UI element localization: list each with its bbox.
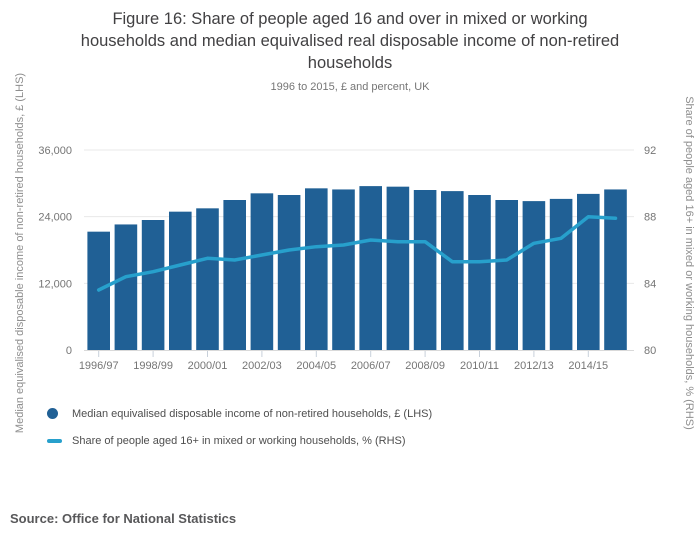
left-tick-label: 24,000 (38, 212, 72, 224)
chart-canvas: 1996/97 1998/99 2000/01 2002/03 2004/05 2006/… (38, 145, 656, 372)
income-bar-2012-13[interactable] (522, 201, 546, 350)
x-tick-label: 2002/03 (242, 360, 282, 372)
right-tick-label: 84 (644, 278, 656, 290)
legend-label-income: Median equivalised disposable income of … (72, 407, 433, 420)
chart-legend: Median equivalised disposable income of … (47, 400, 432, 454)
share-line-icon (47, 438, 62, 443)
x-tick-label: 2004/05 (296, 360, 336, 372)
income-bar-2000-01[interactable] (196, 208, 219, 350)
left-tick-label: 12,000 (38, 278, 72, 290)
figure-title-line2: households and median equivalised real d… (80, 32, 620, 50)
x-tick-label: 1996/97 (79, 360, 119, 372)
income-bar-2002-03[interactable] (250, 193, 274, 350)
income-bar-2011-12[interactable] (495, 200, 518, 350)
income-bar-2009-10[interactable] (441, 191, 464, 350)
income-bar-2004-05[interactable] (305, 188, 328, 350)
figure-title-line1: Figure 16: Share of people aged 16 and o… (112, 10, 588, 28)
share-line[interactable] (96, 214, 618, 292)
x-tick-label: 2006/07 (351, 360, 391, 372)
right-tick-label: 88 (644, 212, 656, 224)
income-bar-2005-06[interactable] (332, 189, 355, 350)
income-bar-2006-07[interactable] (359, 186, 382, 350)
legend-label-share: Share of people aged 16+ in mixed or wor… (72, 434, 406, 447)
x-tick-label: 1998/99 (133, 360, 173, 372)
x-tick-label: 2010/11 (460, 360, 499, 372)
figure-title: Figure 16: Share of people aged 16 and o… (30, 8, 670, 74)
income-bar-2013-14[interactable] (549, 198, 573, 350)
figure-title-line3: households (307, 54, 393, 72)
income-dot-icon (47, 408, 58, 419)
legend-item-share[interactable]: Share of people aged 16+ in mixed or wor… (47, 427, 432, 454)
income-bar-1997-98[interactable] (114, 224, 138, 350)
x-tick-label: 2008/09 (405, 360, 445, 372)
x-tick-label: 2000/01 (188, 360, 228, 372)
x-tick-label: 2014/15 (568, 360, 608, 372)
legend-item-income[interactable]: Median equivalised disposable income of … (47, 400, 432, 427)
income-bar-2015-16[interactable] (604, 189, 627, 350)
right-tick-label: 80 (644, 345, 656, 357)
left-tick-label: 36,000 (38, 145, 72, 157)
x-tick-label: 2012/13 (514, 360, 554, 372)
income-bar-1998-99[interactable] (141, 220, 165, 350)
left-tick-label: 0 (66, 345, 72, 357)
income-bar-2010-11[interactable] (468, 195, 491, 350)
income-bar-2003-04[interactable] (277, 195, 301, 350)
income-bar-2014-15[interactable] (577, 193, 600, 350)
right-tick-label: 92 (644, 145, 656, 157)
income-bar-2008-09[interactable] (413, 190, 437, 350)
figure-subtitle: 1996 to 2015, £ and percent, UK (270, 81, 430, 93)
source-note: Source: Office for National Statistics (10, 511, 237, 526)
income-bar-2001-02[interactable] (223, 200, 246, 350)
income-bar-1999-00[interactable] (169, 211, 192, 350)
income-bar-2007-08[interactable] (386, 186, 410, 350)
